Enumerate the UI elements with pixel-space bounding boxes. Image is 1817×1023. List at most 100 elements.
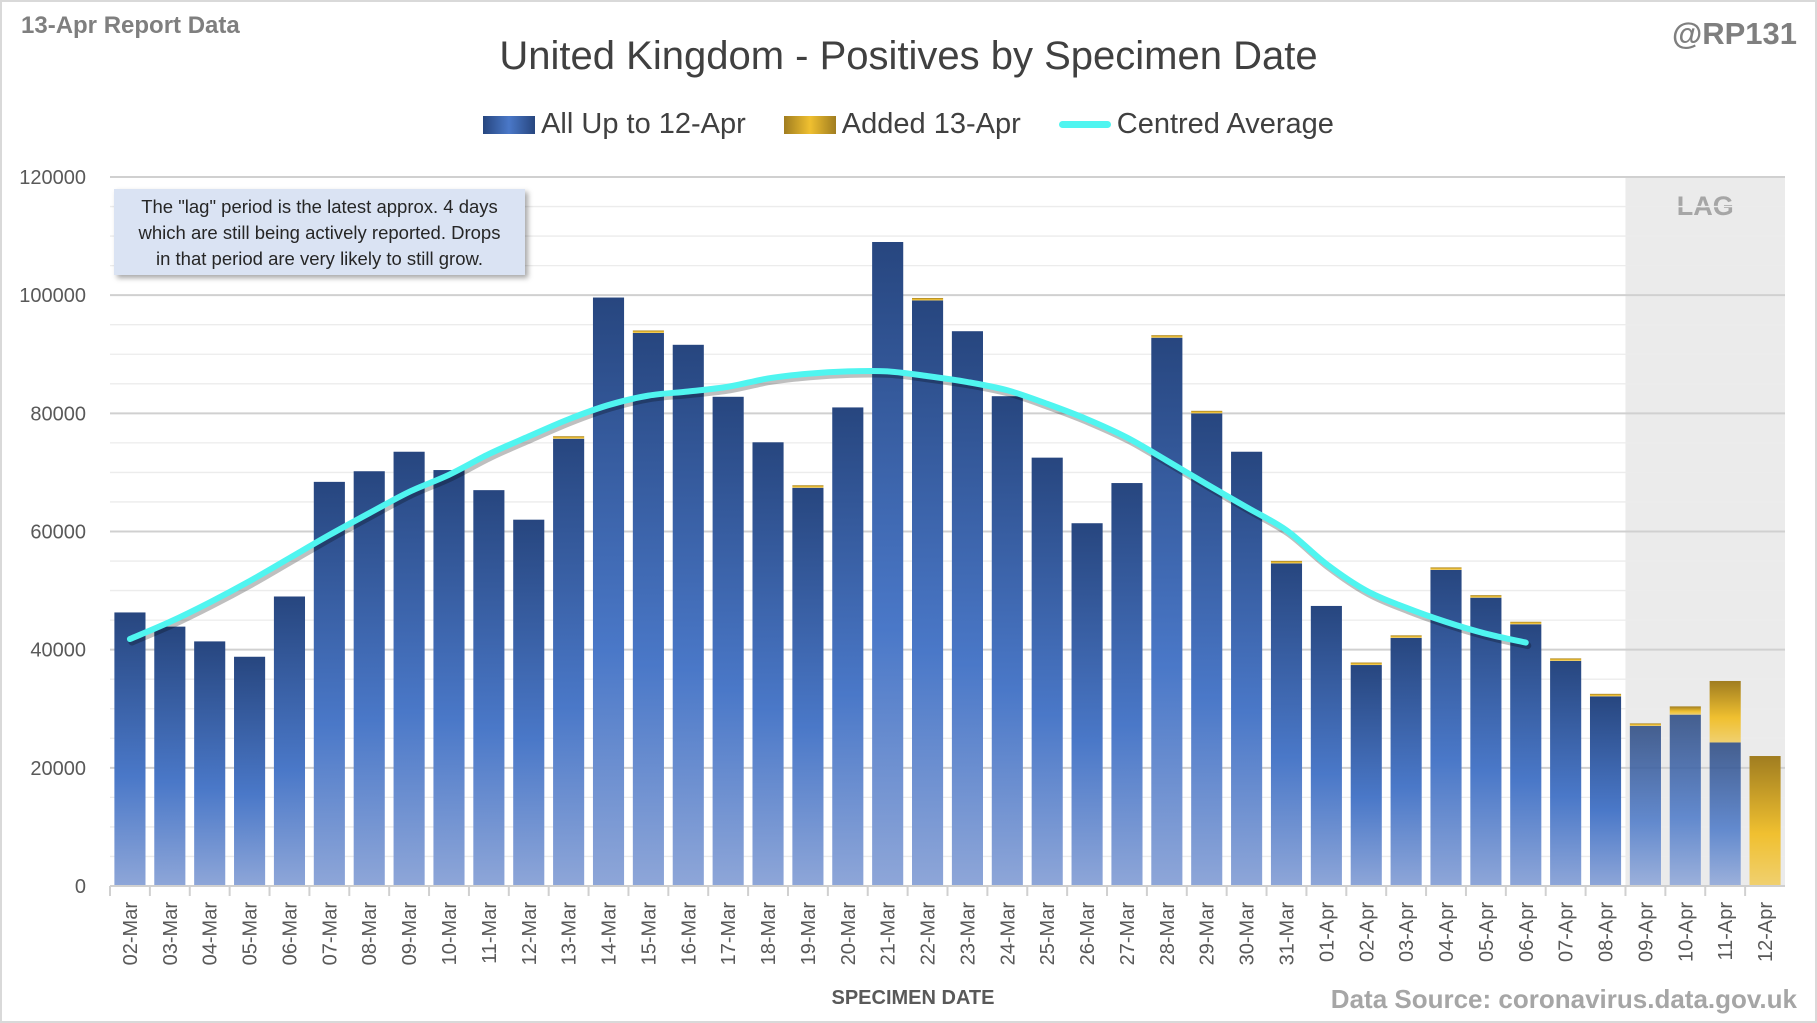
annotation-line: which are still being actively reported.… <box>138 222 501 243</box>
x-tick-label: 09-Mar <box>399 902 421 966</box>
x-tick-label: 04-Mar <box>200 902 222 966</box>
legend-label: Added 13-Apr <box>841 108 1021 140</box>
bar-previous <box>553 438 585 886</box>
y-tick-label: 100000 <box>19 285 86 307</box>
x-tick-label: 05-Mar <box>240 902 262 966</box>
bar-previous <box>592 297 625 886</box>
bar-previous <box>513 519 545 886</box>
legend-swatch-previous <box>483 115 536 134</box>
bar-added <box>1589 693 1622 697</box>
bar-added <box>1749 756 1781 886</box>
legend: All Up to 12-Apr Added 13-Apr Centred Av… <box>0 108 1817 141</box>
bar-added <box>1390 635 1422 638</box>
x-tick-label: 06-Apr <box>1516 902 1538 962</box>
bar-previous <box>1310 605 1342 886</box>
bar-previous <box>1629 725 1661 886</box>
chart-title: United Kingdom - Positives by Specimen D… <box>499 34 1318 78</box>
x-tick-label: 22-Mar <box>918 902 940 966</box>
bar-added <box>1470 595 1502 598</box>
average-line <box>126 367 1529 646</box>
bar-added <box>1510 621 1542 625</box>
annotation-line: in that period are very likely to still … <box>156 248 483 269</box>
x-tick-label: 19-Mar <box>798 902 820 966</box>
x-tick-label: 26-Mar <box>1077 902 1099 966</box>
bar-previous <box>1270 563 1303 886</box>
x-tick-label: 12-Apr <box>1755 902 1777 962</box>
bar-previous <box>1151 337 1183 886</box>
bar-previous <box>1231 451 1263 886</box>
legend-label: Centred Average <box>1116 108 1334 140</box>
x-tick-label: 27-Mar <box>1117 902 1139 966</box>
x-tick-label: 16-Mar <box>678 902 700 966</box>
bar-previous <box>273 596 306 886</box>
x-tick-label: 08-Mar <box>359 902 381 966</box>
x-tick-label: 23-Mar <box>957 902 979 966</box>
bar-previous <box>1510 624 1542 886</box>
x-tick-label: 11-Apr <box>1715 902 1737 961</box>
x-tick-label: 28-Mar <box>1157 902 1179 966</box>
x-tick-label: 10-Mar <box>439 902 461 966</box>
legend-swatch-added <box>783 115 836 134</box>
bar-previous <box>393 451 425 886</box>
bar-previous <box>1390 637 1422 886</box>
x-tick-label: 07-Apr <box>1556 902 1578 962</box>
bar-added <box>1151 335 1183 338</box>
x-tick-label: 04-Apr <box>1436 902 1458 962</box>
bar-previous <box>1111 483 1143 886</box>
bar-previous <box>792 487 824 886</box>
x-tick-label: 21-Mar <box>878 902 900 966</box>
lag-annotation: The "lag" period is the latest approx. 4… <box>114 189 525 275</box>
bar-previous <box>712 396 744 886</box>
x-tick-label: 20-Mar <box>838 902 860 966</box>
y-tick-label: 60000 <box>30 522 86 544</box>
bar-previous <box>832 407 864 886</box>
x-tick-label: 11-Mar <box>479 902 501 964</box>
bar-previous <box>1669 714 1701 886</box>
bar-previous <box>1470 597 1502 886</box>
bar-previous <box>632 332 664 887</box>
bar-added <box>1270 560 1303 564</box>
bar-previous <box>1589 696 1622 886</box>
author-handle: @RP131 <box>1671 16 1797 51</box>
bar-added <box>1430 567 1462 570</box>
bar-previous <box>991 396 1023 886</box>
bar-added <box>792 485 824 488</box>
report-date-label: 13-Apr Report Data <box>21 12 240 39</box>
bar-previous <box>473 490 505 886</box>
x-tick-label: 08-Apr <box>1596 902 1618 962</box>
x-tick-label: 03-Apr <box>1396 902 1418 962</box>
bar-added <box>1350 662 1382 666</box>
bar-previous <box>433 470 465 886</box>
bar-previous <box>313 481 345 886</box>
bar-added <box>1629 723 1661 726</box>
legend-label: All Up to 12-Apr <box>541 108 746 140</box>
bar-previous <box>912 300 944 887</box>
data-source: Data Source: coronavirus.data.gov.uk <box>1330 984 1797 1014</box>
y-tick-label: 20000 <box>30 758 86 780</box>
bar-previous <box>672 344 704 887</box>
x-tick-label: 13-Mar <box>559 902 581 966</box>
bar-added <box>1669 706 1701 715</box>
bar-added <box>1709 680 1741 743</box>
bar-previous <box>154 626 186 886</box>
x-tick-label: 06-Mar <box>279 902 301 966</box>
y-tick-label: 0 <box>75 876 86 898</box>
x-tick-label: 02-Apr <box>1356 902 1378 962</box>
bar-previous <box>951 331 983 886</box>
annotation-line: The "lag" period is the latest approx. 4… <box>141 196 498 217</box>
legend-item-previous: All Up to 12-Apr <box>483 108 746 141</box>
x-tick-label: 15-Mar <box>638 902 660 966</box>
x-tick-label: 24-Mar <box>997 902 1019 966</box>
legend-item-added: Added 13-Apr <box>783 108 1021 141</box>
x-tick-label: 09-Apr <box>1635 902 1657 962</box>
bar-previous <box>1550 660 1582 886</box>
bar-previous <box>1709 742 1741 886</box>
x-tick-label: 01-Apr <box>1316 902 1338 962</box>
legend-item-average: Centred Average <box>1058 108 1334 141</box>
bar-previous <box>114 612 146 886</box>
x-tick-label: 30-Mar <box>1237 902 1259 966</box>
bar-added <box>1191 410 1223 414</box>
x-tick-label: 14-Mar <box>599 902 621 966</box>
